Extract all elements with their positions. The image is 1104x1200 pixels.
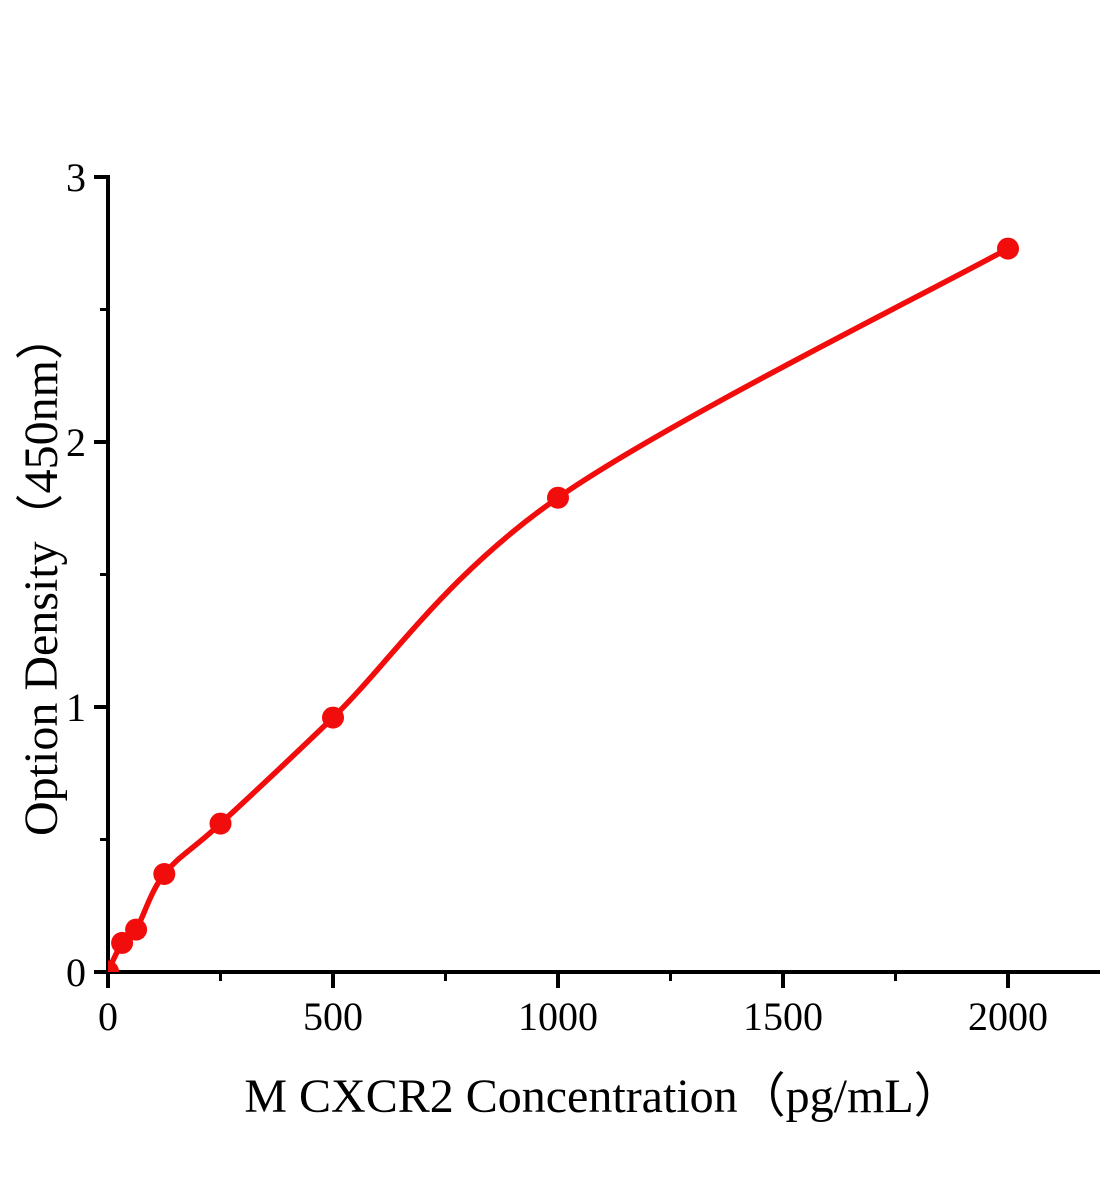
x-axis-title: M CXCR2 Concentration（pg/mL） <box>244 1070 962 1123</box>
y-axis-ticks <box>94 175 108 974</box>
x-tick-label: 0 <box>98 994 118 1039</box>
data-points <box>108 237 1019 972</box>
x-axis-ticks <box>106 972 1010 988</box>
y-tick-label: 2 <box>66 420 86 465</box>
axis-lines <box>106 175 1100 974</box>
x-tick-label: 500 <box>303 994 363 1039</box>
data-point-marker <box>153 863 176 885</box>
fit-curve <box>108 245 1011 972</box>
plot-area <box>108 237 1019 972</box>
data-point-marker <box>111 931 134 954</box>
y-axis-title: Option Density（450nm） <box>15 312 68 836</box>
data-point-marker <box>547 486 569 509</box>
data-point-marker <box>125 918 148 941</box>
x-tick-label: 1500 <box>743 994 823 1039</box>
x-tick-label: 2000 <box>968 994 1048 1039</box>
data-point-marker <box>209 812 232 835</box>
y-tick-label: 1 <box>66 685 86 730</box>
y-tick-label: 0 <box>66 950 86 995</box>
y-tick-labels: 0 1 2 3 <box>66 155 86 995</box>
x-tick-label: 1000 <box>518 994 598 1039</box>
y-tick-label: 3 <box>66 155 86 200</box>
data-point-marker <box>322 706 344 729</box>
data-point-marker <box>997 237 1019 260</box>
data-point-marker <box>108 960 119 972</box>
x-tick-labels: 0 500 1000 1500 2000 <box>98 994 1048 1039</box>
